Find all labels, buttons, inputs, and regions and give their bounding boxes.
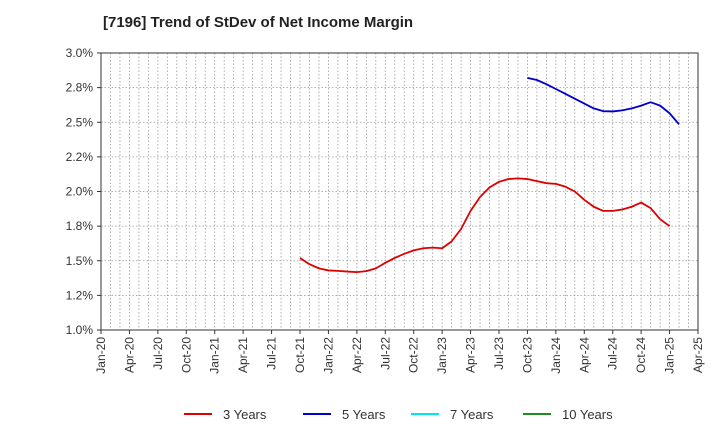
x-tick-label: Apr-23: [464, 337, 478, 373]
x-tick-label: Jul-20: [151, 337, 165, 370]
x-tick-label: Oct-23: [520, 337, 534, 373]
x-tick-label: Apr-25: [691, 337, 705, 373]
legend-label: 5 Years: [342, 407, 386, 422]
plot-frame: [100, 52, 699, 331]
legend-layer: 3 Years 5 Years 7 Years 10 Years: [184, 407, 613, 422]
y-tick-label: 2.8%: [66, 81, 94, 95]
y-tick-label: 1.2%: [66, 288, 94, 302]
grid-layer: [100, 52, 699, 331]
series-layer: [299, 77, 680, 274]
x-tick-label: Apr-22: [350, 337, 364, 373]
x-tick-label: Oct-20: [179, 337, 193, 373]
x-tick-label: Oct-24: [634, 337, 648, 373]
x-tick-label: Apr-21: [236, 337, 250, 373]
x-tick-label: Jan-22: [321, 337, 335, 374]
x-tick-label: Jul-21: [265, 337, 279, 370]
y-tick-label: 1.8%: [66, 219, 94, 233]
y-tick-label: 1.0%: [66, 323, 94, 337]
y-tick-label: 2.2%: [66, 150, 94, 164]
legend-label: 7 Years: [450, 407, 494, 422]
x-tick-label: Jan-25: [663, 337, 677, 374]
y-tick-label: 3.0%: [66, 46, 94, 60]
x-tick-label: Jul-23: [492, 337, 506, 370]
y-tick-label: 2.5%: [66, 115, 94, 129]
legend-label: 10 Years: [562, 407, 613, 422]
series-line-3-years: [299, 177, 671, 274]
x-tick-label: Jan-24: [549, 337, 563, 374]
x-tick-label: Jan-20: [94, 337, 108, 374]
x-tick-label: Jul-24: [606, 337, 620, 370]
series-line-5-years: [527, 77, 680, 125]
x-tick-label: Apr-20: [122, 337, 136, 373]
chart-title: [7196] Trend of StDev of Net Income Marg…: [103, 14, 414, 31]
y-tick-label: 2.0%: [66, 185, 94, 199]
x-tick-label: Oct-22: [407, 337, 421, 373]
x-tick-label: Oct-21: [293, 337, 307, 373]
x-tick-label: Jul-22: [378, 337, 392, 370]
y-tick-label: 1.5%: [66, 254, 94, 268]
x-tick-label: Jan-23: [435, 337, 449, 374]
x-tick-label: Jan-21: [208, 337, 222, 374]
x-tick-label: Apr-24: [577, 337, 591, 373]
legend-label: 3 Years: [223, 407, 267, 422]
axis-layer: 1.0% 1.2% 1.5% 1.8% 2.0% 2.2% 2.5% 2.8% 3.0% Jan-…: [66, 46, 705, 374]
